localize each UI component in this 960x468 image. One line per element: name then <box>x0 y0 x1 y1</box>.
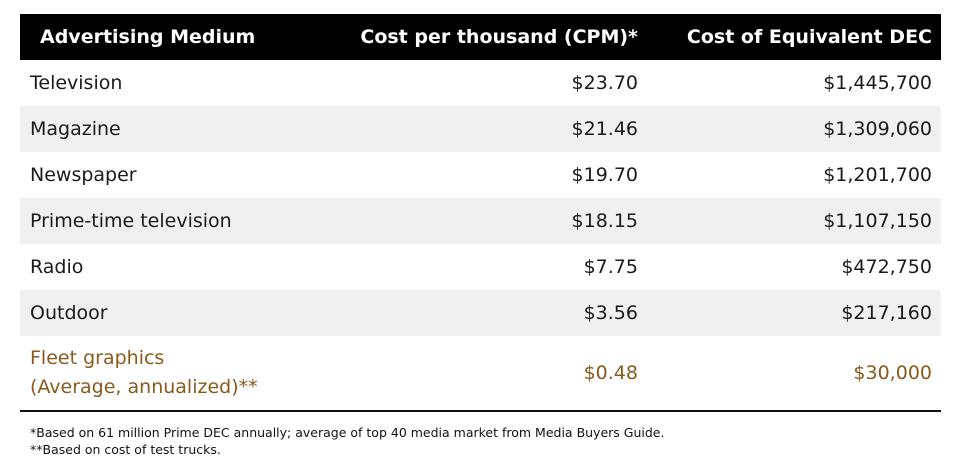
cell-line: (Average, annualized)** <box>30 376 258 398</box>
table-cell: Newspaper <box>30 164 137 186</box>
table-cell: $472,750 <box>841 256 932 278</box>
table-cell: $1,309,060 <box>648 106 941 152</box>
table-cell: $1,201,700 <box>823 164 932 186</box>
header-cell: Cost of Equivalent DEC <box>648 14 941 60</box>
header-row: Advertising Medium Cost per thousand (CPM… <box>20 14 941 60</box>
table-cell: Fleet graphics (Average, annualized)** <box>20 336 298 412</box>
table-row: Magazine $21.46 $1,309,060 <box>20 106 941 152</box>
table-cell: Radio <box>30 256 84 278</box>
header-cell: Cost per thousand (CPM)* <box>298 14 648 60</box>
footnotes: *Based on 61 million Prime DEC annually;… <box>30 424 664 458</box>
table-container: Advertising Medium Cost per thousand (CPM… <box>20 14 941 412</box>
cell-line: Fleet graphics <box>30 347 165 369</box>
table-cell: $7.75 <box>583 256 638 278</box>
table-row: Fleet graphics (Average, annualized)** $0.… <box>20 336 941 412</box>
table-cell: $19.70 <box>571 164 638 186</box>
table-row: Television $23.70 $1,445,700 <box>20 60 941 106</box>
table-cell: $1,107,150 <box>648 198 941 244</box>
footnote: **Based on cost of test trucks. <box>30 442 221 457</box>
table-cell: $1,445,700 <box>823 72 932 94</box>
table-cell: $18.15 <box>298 198 648 244</box>
table-cell: Prime-time television <box>20 198 298 244</box>
cost-table: Advertising Medium Cost per thousand (CPM… <box>20 14 941 412</box>
table-row: Outdoor $3.56 $217,160 <box>20 290 941 336</box>
table-cell: Magazine <box>20 106 298 152</box>
table-cell: $0.48 <box>298 336 648 412</box>
table-row: Radio $7.75 $472,750 <box>20 244 941 290</box>
table-row: Newspaper $19.70 $1,201,700 <box>20 152 941 198</box>
table-cell: $30,000 <box>648 336 941 412</box>
table-cell: $217,160 <box>648 290 941 336</box>
table-cell: $23.70 <box>571 72 638 94</box>
table-row: Prime-time television $18.15 $1,107,150 <box>20 198 941 244</box>
table-cell: Television <box>30 72 123 94</box>
footnote: *Based on 61 million Prime DEC annually;… <box>30 425 665 440</box>
header-cell: Advertising Medium <box>20 14 298 60</box>
table-cell: Outdoor <box>20 290 298 336</box>
table-cell: $21.46 <box>298 106 648 152</box>
table-cell: $3.56 <box>298 290 648 336</box>
table-body: Television $23.70 $1,445,700 Magazine $21.46… <box>20 60 941 412</box>
